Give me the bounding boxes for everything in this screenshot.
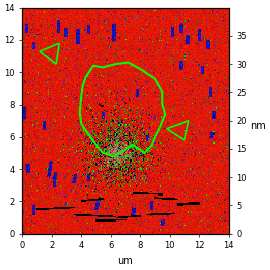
Y-axis label: nm: nm [250,121,266,131]
X-axis label: um: um [117,256,133,266]
